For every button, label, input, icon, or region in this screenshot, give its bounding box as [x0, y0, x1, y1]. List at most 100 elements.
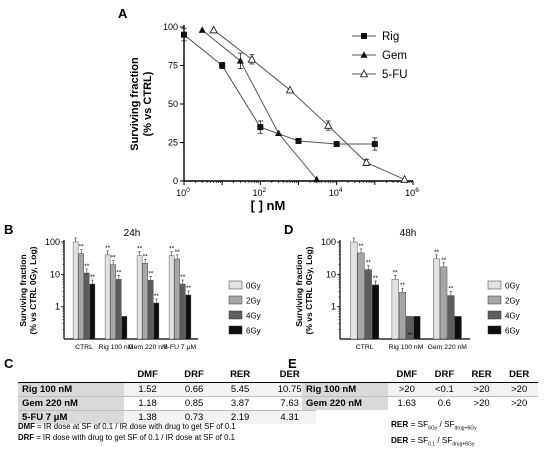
- table-column-header: RER: [216, 367, 264, 383]
- data-point-rig: [371, 141, 378, 148]
- legend-swatch: [228, 295, 243, 305]
- table-c-body: Rig 100 nM 1.52 0.66 5.45 10.75 Gem 220 nM 1.1…: [18, 382, 316, 424]
- legend-swatch: [228, 310, 243, 320]
- x-tick-label-a: 104: [329, 187, 343, 198]
- data-point-5-fu: [362, 157, 371, 166]
- legend-marker-rig: [361, 33, 367, 39]
- series-line-gem: [201, 29, 318, 180]
- y-tick-label-b: 10: [50, 269, 60, 279]
- der-sub-2: drug+6Gy: [452, 441, 475, 448]
- significance-star: **: [111, 255, 117, 262]
- chart-title-b: 24h: [124, 228, 141, 239]
- significance-star: **: [90, 274, 96, 281]
- x-category-label: Rig 100 nM: [99, 344, 134, 351]
- data-point-gem: [313, 175, 321, 183]
- rer-div: / SF: [437, 420, 455, 429]
- table-c-header: DMF DRF RER DER: [18, 367, 316, 383]
- bar: [104, 254, 111, 340]
- data-point-5-fu: [247, 54, 257, 63]
- bar: [142, 263, 148, 340]
- x-category-label: Rig 100 nM: [389, 344, 424, 351]
- bar: [364, 269, 372, 340]
- table-row: Gem 220 nM 1.63 0.6 >20 >20: [302, 396, 538, 410]
- rer-term: RER: [391, 420, 409, 429]
- table-cell: 2.19: [216, 410, 264, 424]
- dmf-note: DMF = IR dose at SF of 0.1 / IR dose wit…: [18, 421, 236, 432]
- legend-label: 4Gy: [246, 312, 261, 321]
- legend-label: 2Gy: [246, 297, 261, 306]
- series-line-5-fu: [213, 29, 405, 180]
- panel-a-chart: A 0 25 50 75 100 100 102 104 106 [ ] nM Surviving f…: [118, 6, 419, 213]
- data-point-gem: [198, 26, 206, 33]
- bar: [180, 283, 186, 340]
- table-row-label: Gem 220 nM: [18, 396, 124, 411]
- panel-label-b: B: [4, 222, 13, 237]
- rer-der-notes: RER = SF6Gy / SFdrug+6Gy DER = SF0.1 / S…: [391, 419, 477, 450]
- table-column-header: [302, 367, 388, 383]
- significance-star: **: [175, 249, 181, 256]
- table-row-label: Rig 100 nM: [18, 382, 124, 397]
- table-e-header: DMF DRF RER DER: [302, 367, 538, 383]
- series-group-a: [181, 25, 409, 183]
- rer-eq: = SF: [408, 420, 429, 429]
- x-category-label: CTRL: [356, 344, 374, 351]
- table-cell: 0.66: [171, 382, 217, 397]
- dmf-definition: = IR dose at SF of 0.1 / IR dose with dr…: [34, 422, 236, 431]
- legend-swatch: [487, 325, 502, 335]
- bar: [350, 241, 358, 340]
- bar: [398, 292, 406, 340]
- dmf-term: DMF: [18, 422, 35, 431]
- bar: [136, 255, 143, 340]
- x-axis-title-a: [ ] nM: [251, 198, 286, 213]
- table-row-label: Gem 220 nM: [302, 396, 388, 410]
- drf-definition: = IR dose with drug to get SF of 0.1 / I…: [34, 433, 235, 442]
- data-point-5-fu: [400, 174, 409, 183]
- significance-star: **: [105, 245, 111, 252]
- legend-label: 2Gy: [505, 297, 520, 306]
- table-column-header: DRF: [171, 367, 217, 383]
- drf-note: DRF = IR dose with drug to get SF of 0.1…: [18, 432, 236, 443]
- y-tick-label-b: 100: [45, 237, 60, 247]
- bar: [148, 280, 154, 340]
- table-cell: 0.6: [425, 396, 463, 410]
- table-row-label: 5-FU 7 μM: [18, 410, 124, 424]
- legend-swatch: [228, 325, 243, 335]
- table-cell: >20: [500, 382, 538, 397]
- significance-star: **: [407, 332, 413, 339]
- bar: [447, 295, 455, 340]
- y-axis-title-b: Surviving fraction(% vs CTRL 0Gy, Log): [18, 246, 38, 334]
- bars-d: ************ **********: [350, 237, 462, 340]
- table-cell: <0.1: [425, 382, 463, 397]
- data-point-5-fu: [323, 120, 333, 129]
- bar: [72, 241, 79, 340]
- table-cell: 1.63: [387, 396, 426, 410]
- bar: [413, 316, 421, 340]
- x-tick-label-a: 100: [176, 187, 190, 198]
- panel-label-e: E: [288, 356, 297, 371]
- der-sub-1: 0.1: [428, 441, 436, 448]
- bar: [78, 253, 84, 340]
- data-point-rig: [219, 62, 226, 69]
- significance-star: **: [84, 263, 90, 270]
- data-point-5-fu: [285, 85, 295, 94]
- y-tick-label-a: 50: [168, 99, 178, 109]
- table-row: Rig 100 nM 1.52 0.66 5.45 10.75: [18, 382, 316, 397]
- table-row-label: Rig 100 nM: [302, 382, 388, 397]
- significance-star: **: [122, 332, 128, 339]
- der-div: / SF: [435, 435, 453, 445]
- bar: [371, 284, 379, 340]
- bar: [440, 266, 448, 340]
- bar: [357, 252, 365, 340]
- table-cell: >20: [462, 396, 501, 410]
- table-cell: 4.31: [263, 410, 316, 424]
- bars-b: ************************ ******: [72, 237, 192, 340]
- legend-marker-5-fu: [359, 69, 369, 78]
- bar: [391, 279, 399, 340]
- series-line-rig: [183, 34, 375, 145]
- der-eq: = SF: [408, 435, 429, 445]
- legend-label-5-fu: 5-FU: [382, 69, 408, 81]
- legend-marker-gem: [360, 51, 368, 58]
- significance-star: **: [154, 293, 160, 300]
- panel-d-chart: D 48h 1 10 100 Surviving fraction(% vs CTRL 0…: [284, 222, 520, 351]
- significance-star: **: [186, 285, 192, 292]
